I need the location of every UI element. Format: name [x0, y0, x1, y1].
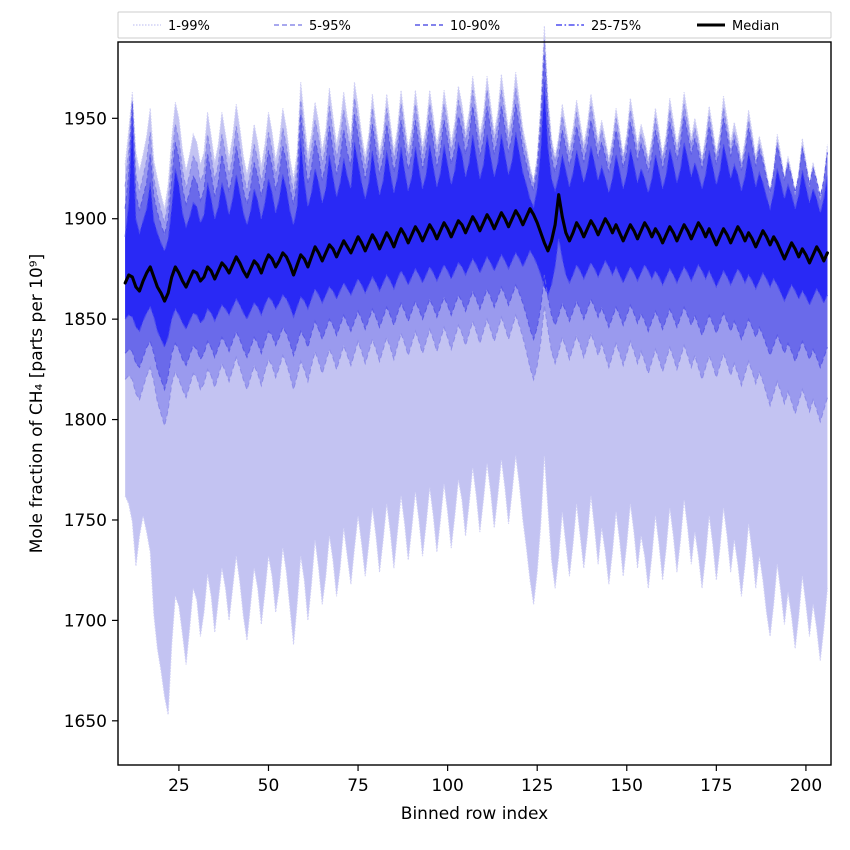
y-tick-label: 1650: [64, 712, 107, 732]
y-axis: 1650 1700 1750 1800 1850 1900 1950: [64, 109, 118, 732]
x-tick-label: 125: [521, 776, 553, 796]
y-tick-label: 1700: [64, 611, 107, 631]
legend-label-Median: Median: [732, 19, 779, 34]
chart-legend: 1-99% 5-95% 10-90% 25-75% Median: [117, 11, 832, 39]
legend-label-1-99: 1-99%: [168, 19, 210, 34]
x-axis-title: Binned row index: [401, 804, 548, 824]
y-tick-label: 1750: [64, 511, 107, 531]
x-tick-label: 75: [347, 776, 369, 796]
x-axis: 25 50 75 100 125 150 175 200: [168, 765, 822, 796]
plot-area: [117, 25, 832, 766]
legend-label-25-75: 25-75%: [591, 19, 641, 34]
y-tick-label: 1950: [64, 109, 107, 129]
y-tick-label: 1900: [64, 210, 107, 230]
plot-frame: [117, 41, 832, 766]
y-axis-title: Mole fraction of CH₄ [parts per 10⁹]: [27, 254, 47, 554]
band-edge-p01: [124, 455, 828, 715]
x-tick-label: 200: [790, 776, 822, 796]
legend-label-10-90: 10-90%: [450, 19, 500, 34]
x-tick-label: 100: [431, 776, 463, 796]
x-tick-label: 50: [258, 776, 280, 796]
band-edge-p99: [124, 25, 828, 209]
y-tick-label: 1800: [64, 411, 107, 431]
band-edge-p25: [124, 238, 828, 349]
y-tick-label: 1850: [64, 310, 107, 330]
band-edge-p90: [124, 54, 828, 237]
x-tick-label: 150: [611, 776, 643, 796]
median-line: [123, 193, 829, 303]
band-edge-p05: [124, 305, 828, 428]
legend-label-5-95: 5-95%: [309, 19, 351, 34]
x-tick-label: 175: [700, 776, 732, 796]
percentile-band-edges: [124, 25, 828, 715]
legend-background: [117, 11, 832, 39]
legend-entries: 1-99% 5-95% 10-90% 25-75% Median: [133, 19, 779, 34]
band-edge-p95: [124, 39, 828, 223]
band-25-to-75: [125, 82, 828, 348]
x-tick-label: 25: [168, 776, 190, 796]
band-edge-p75: [124, 82, 828, 253]
